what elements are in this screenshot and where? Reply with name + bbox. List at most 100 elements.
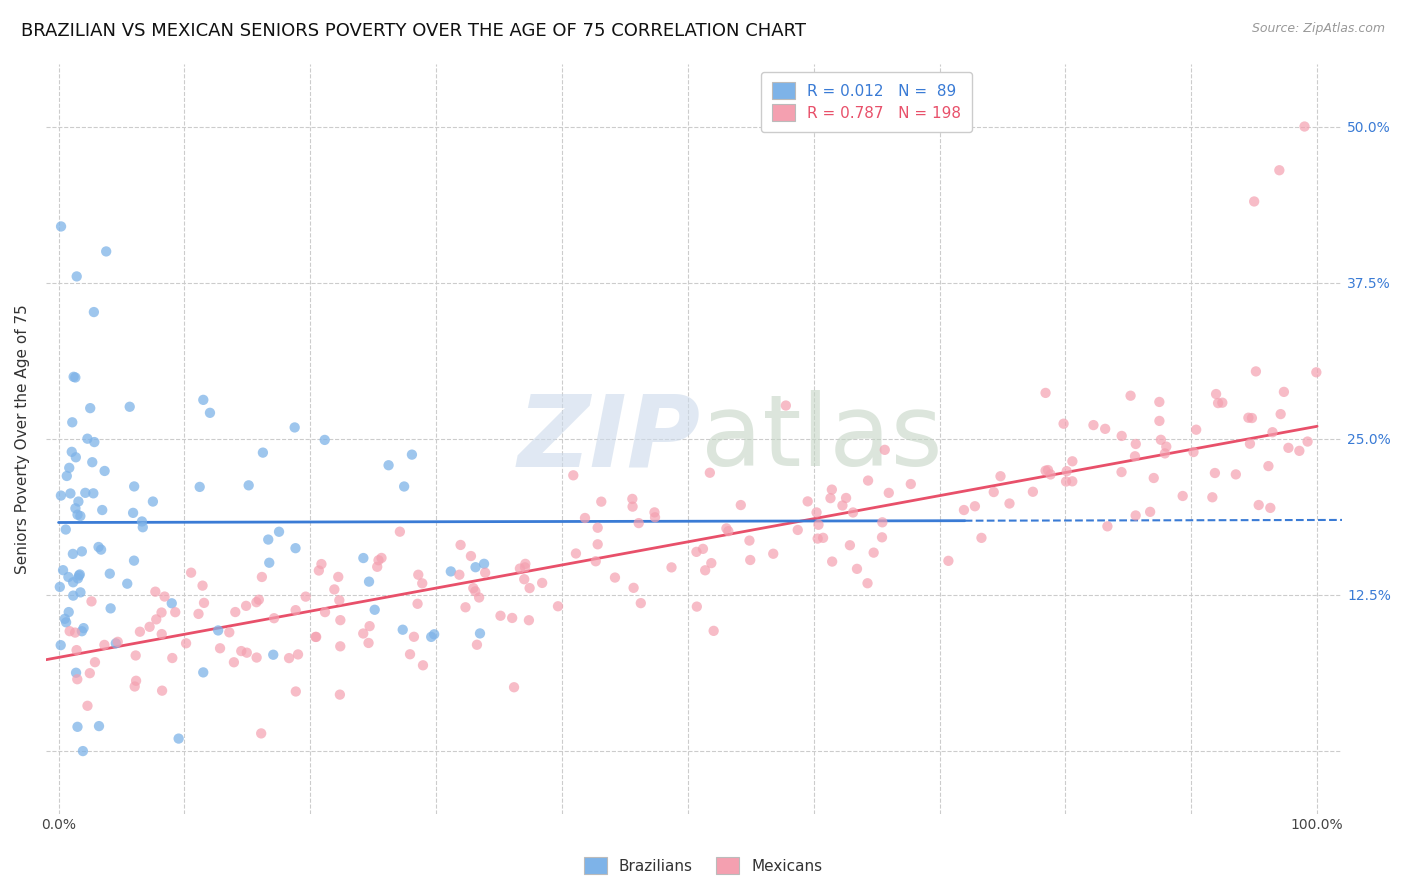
Point (67, 568, 90, 582)
Point (60, 445, 83, 459)
Point (55, 523, 77, 537)
Point (257, 533, 280, 547)
Point (603, 570, 626, 584)
Point (1154, 440, 1177, 454)
Point (250, 570, 273, 584)
Point (786, 523, 808, 537)
Point (122, 506, 145, 520)
Point (716, 521, 738, 535)
Point (644, 510, 666, 524)
Point (363, 603, 385, 617)
Point (69, 585, 91, 599)
Point (796, 494, 818, 508)
Point (463, 581, 485, 595)
Point (402, 630, 425, 644)
Point (377, 458, 399, 473)
Point (1257, 459, 1279, 474)
Point (238, 478, 260, 492)
Point (75, 486, 97, 500)
Point (392, 479, 415, 493)
Point (60, 415, 83, 429)
Point (700, 556, 723, 570)
Point (250, 726, 273, 740)
Point (501, 611, 523, 625)
Legend: R = 0.012   N =  89, R = 0.787   N = 198: R = 0.012 N = 89, R = 0.787 N = 198 (761, 71, 972, 132)
Point (1270, 407, 1292, 421)
Point (284, 420, 307, 434)
Point (53, 612, 76, 626)
Point (231, 644, 253, 658)
Point (160, 596, 183, 610)
Point (460, 549, 482, 563)
Point (366, 559, 388, 574)
Point (1035, 464, 1057, 478)
Point (585, 554, 607, 568)
Point (252, 445, 274, 459)
Point (586, 521, 609, 535)
Point (49, 638, 72, 652)
Point (118, 400, 141, 414)
Point (877, 486, 900, 500)
Point (198, 406, 221, 420)
Point (1125, 508, 1147, 523)
Point (1149, 414, 1171, 428)
Point (838, 538, 860, 552)
Point (412, 658, 434, 673)
Point (730, 498, 752, 512)
Point (87, 540, 110, 554)
Point (67, 494, 90, 508)
Point (621, 500, 644, 514)
Point (122, 479, 145, 493)
Point (65, 643, 87, 657)
Point (58, 460, 80, 475)
Point (329, 688, 352, 702)
Point (842, 506, 865, 520)
Point (963, 500, 986, 514)
Point (287, 648, 309, 662)
Point (820, 491, 842, 505)
Point (352, 626, 374, 640)
Point (69, 567, 91, 582)
Point (630, 596, 652, 610)
Point (1062, 475, 1084, 489)
Point (1211, 395, 1233, 409)
Point (224, 605, 246, 619)
Point (990, 469, 1012, 483)
Point (193, 596, 215, 610)
Point (811, 531, 834, 545)
Point (468, 626, 491, 640)
Point (1206, 396, 1229, 410)
Point (738, 533, 761, 548)
Point (153, 590, 176, 604)
Point (846, 562, 869, 576)
Point (1225, 467, 1247, 482)
Point (454, 600, 477, 615)
Point (100, 601, 122, 615)
Point (222, 655, 245, 669)
Point (329, 613, 352, 627)
Point (420, 630, 443, 644)
Point (314, 433, 336, 447)
Point (509, 561, 531, 575)
Point (193, 392, 215, 407)
Point (167, 731, 190, 746)
Point (308, 564, 330, 578)
Point (188, 480, 211, 494)
Point (79, 666, 101, 681)
Point (245, 595, 267, 609)
Point (872, 516, 894, 530)
Point (65, 501, 87, 516)
Point (1277, 441, 1299, 455)
Point (49, 580, 72, 594)
Point (983, 485, 1005, 500)
Point (235, 599, 257, 613)
Point (63, 625, 86, 640)
Point (323, 582, 346, 597)
Text: BRAZILIAN VS MEXICAN SENIORS POVERTY OVER THE AGE OF 75 CORRELATION CHART: BRAZILIAN VS MEXICAN SENIORS POVERTY OVE… (21, 22, 806, 40)
Point (627, 516, 650, 530)
Point (1022, 484, 1045, 499)
Point (107, 635, 129, 649)
Point (104, 636, 127, 650)
Point (856, 474, 879, 488)
Point (464, 584, 486, 599)
